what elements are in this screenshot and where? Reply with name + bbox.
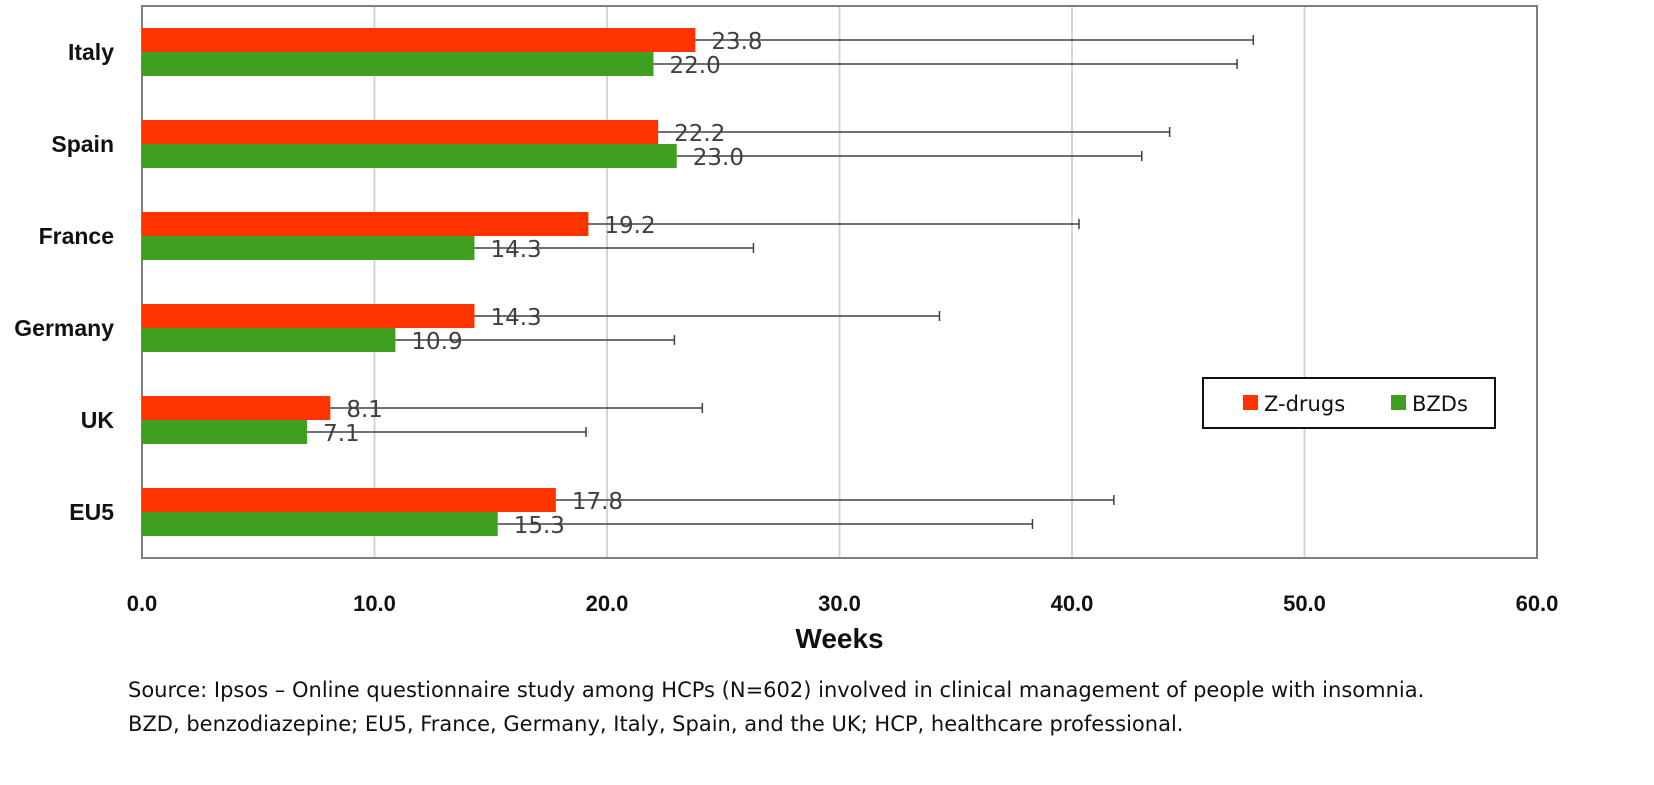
bar <box>142 28 696 52</box>
x-tick-label: 10.0 <box>353 591 396 616</box>
x-tick-label: 50.0 <box>1283 591 1326 616</box>
bar <box>142 236 475 260</box>
category-label: UK <box>81 407 115 433</box>
data-label: 17.8 <box>572 489 623 515</box>
legend-swatch <box>1391 395 1406 410</box>
category-label: France <box>39 223 114 249</box>
legend-swatch <box>1243 395 1258 410</box>
data-label: 22.2 <box>674 121 725 147</box>
footnote-abbreviations: BZD, benzodiazepine; EU5, France, German… <box>128 712 1184 736</box>
data-label: 14.3 <box>490 305 541 331</box>
bar <box>142 488 556 512</box>
data-label: 23.8 <box>711 29 762 55</box>
x-tick-label: 60.0 <box>1516 591 1559 616</box>
bar <box>142 212 589 236</box>
data-label: 7.1 <box>323 421 360 447</box>
data-label: 19.2 <box>604 213 655 239</box>
bar <box>142 144 677 168</box>
plot-area-border <box>141 5 1538 559</box>
legend-label: BZDs <box>1412 392 1468 416</box>
data-label: 10.9 <box>411 329 462 355</box>
x-tick-label: 0.0 <box>127 591 158 616</box>
bar <box>142 420 308 444</box>
x-tick-label: 40.0 <box>1051 591 1094 616</box>
bar <box>142 396 331 420</box>
data-label: 8.1 <box>346 397 383 423</box>
x-tick-label: 30.0 <box>818 591 861 616</box>
category-label: Germany <box>14 315 114 341</box>
bar <box>142 120 659 144</box>
legend-label: Z-drugs <box>1264 392 1345 416</box>
category-label: Italy <box>68 39 114 65</box>
x-tick-label: 20.0 <box>586 591 629 616</box>
bar <box>142 512 498 536</box>
data-label: 14.3 <box>490 237 541 263</box>
bar <box>142 328 396 352</box>
category-label: Spain <box>51 131 114 157</box>
data-label: 22.0 <box>670 53 721 79</box>
data-label: 15.3 <box>514 513 565 539</box>
footnote-source: Source: Ipsos – Online questionnaire stu… <box>128 678 1425 702</box>
category-label: EU5 <box>69 499 114 525</box>
x-axis-title: Weeks <box>795 623 883 654</box>
data-label: 23.0 <box>693 145 744 171</box>
bar <box>142 304 475 328</box>
bar <box>142 52 654 76</box>
